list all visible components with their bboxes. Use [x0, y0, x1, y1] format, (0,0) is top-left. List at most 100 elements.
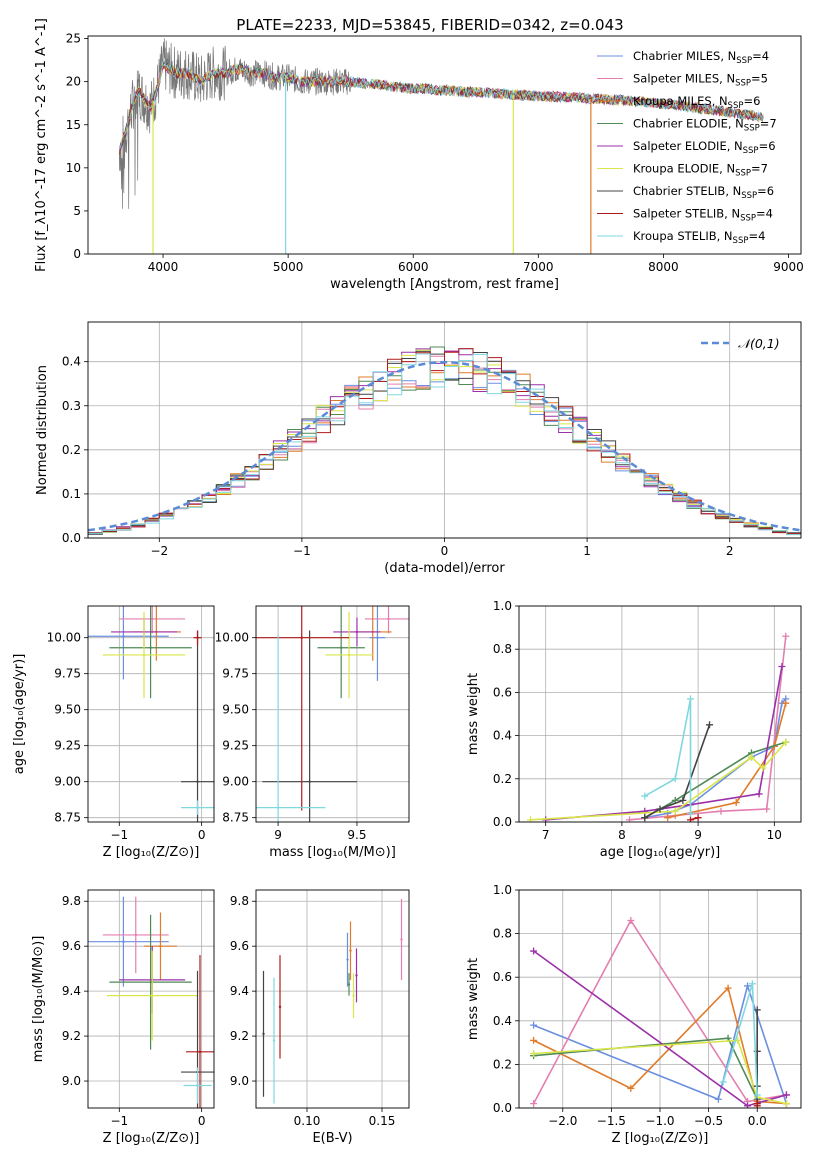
data-point-3 [339, 646, 343, 649]
x-axis-label: E(B-V) [312, 1131, 352, 1146]
x-tick-label: −0.5 [694, 1114, 723, 1128]
y-tick-label: 0.0 [62, 531, 81, 545]
legend-entry-5: Kroupa ELODIE, NSSP=7 [633, 162, 768, 179]
axes-frame [87, 35, 802, 255]
y-tick-label: 9.4 [230, 984, 249, 998]
data-point-5 [347, 653, 351, 657]
y-tick-label: 9.6 [62, 939, 81, 953]
x-tick-label: 5000 [273, 260, 304, 274]
y-tick-label: 9.75 [222, 667, 249, 681]
normal-curve [88, 360, 801, 532]
x-tick-label: −1.5 [597, 1114, 626, 1128]
series-line-4 [545, 666, 783, 821]
legend-val: =4 [748, 229, 765, 243]
legend-entry-8: Kroupa STELIB, NSSP=4 [633, 229, 765, 246]
data-point-marker [671, 775, 679, 783]
y-tick-label: 25 [66, 32, 81, 46]
x-tick-label: 9000 [773, 260, 804, 274]
series-line-1 [532, 918, 787, 1104]
x-tick-label: 0.0 [748, 1114, 767, 1128]
y-tick-label: 0.8 [493, 642, 512, 656]
y-tick-label: 8.75 [222, 811, 249, 825]
legend-val: =4 [756, 207, 773, 221]
y-tick-label: 9.25 [54, 739, 81, 753]
data-point-7 [300, 636, 303, 639]
y-tick-label: 5 [73, 204, 81, 218]
data-point-marker [753, 1091, 761, 1099]
x-tick-label: −2 [150, 544, 168, 558]
series-line-2 [667, 702, 787, 819]
y-tick-label: 9.00 [222, 775, 249, 789]
y-tick-label: 9.25 [222, 739, 249, 753]
data-point-marker [530, 1021, 538, 1029]
data-point-2 [349, 949, 352, 952]
x-tick-label: 9 [274, 828, 282, 842]
plot-area [88, 896, 214, 1108]
legend-val: =6 [743, 94, 760, 108]
y-axis-label: Flux [f_λ10^-17 erg cm^-2 s^-1 A^-1] [34, 18, 49, 272]
y-tick-label: 15 [66, 118, 81, 132]
plot-area [526, 632, 790, 822]
x-tick-label: 8000 [648, 260, 679, 274]
y-tick-label: 1.0 [493, 883, 512, 897]
y-tick-label: 0.4 [493, 729, 512, 743]
data-point-1 [151, 617, 154, 621]
y-tick-label: 1.0 [493, 599, 512, 613]
x-tick-label: −1 [293, 544, 311, 558]
histogram-step-8 [88, 353, 801, 536]
legend-entry-3: Chabrier ELODIE, NSSP=7 [633, 117, 777, 134]
x-tick-label: 10 [767, 828, 782, 842]
data-point-5 [142, 653, 146, 657]
y-axis-label: Normed distribution [35, 365, 50, 495]
y-tick-label: 9.75 [54, 667, 81, 681]
series-line-model-8 [118, 59, 764, 150]
axes-frame [255, 889, 410, 1109]
y-tick-label: 9.50 [54, 703, 81, 717]
data-point-marker [627, 917, 635, 925]
data-point-marker [542, 816, 550, 822]
data-point-6 [308, 780, 311, 783]
x-tick-label: 9.5 [347, 828, 366, 842]
y-axis-label: mass weight [466, 958, 481, 1040]
x-tick-label: 7 [542, 828, 550, 842]
data-point-3 [149, 646, 152, 649]
data-point-1 [134, 933, 137, 937]
legend-val: =6 [759, 139, 776, 153]
y-tick-label: 10.00 [215, 631, 249, 645]
y-axis-label: age [log₁₀(age/yr)] [12, 654, 27, 775]
data-point-0 [376, 636, 379, 639]
y-tick-label: 0.8 [493, 927, 512, 941]
data-point-6 [262, 1032, 265, 1036]
y-tick-label: 0 [73, 247, 81, 261]
data-point-2 [159, 944, 162, 948]
data-point-6 [196, 780, 199, 783]
data-point-marker [694, 814, 702, 822]
x-axis-label: Z [log₁₀(Z/Z⊙)] [612, 1131, 709, 1146]
data-point-marker [706, 721, 714, 729]
legend-entry-4: Salpeter ELODIE, NSSP=6 [633, 139, 776, 156]
data-point-marker [656, 805, 664, 813]
series-line-0 [644, 698, 787, 819]
legend-sub: SSP [735, 169, 751, 179]
y-tick-label: 0.6 [493, 970, 512, 984]
panel-age-vs-Z: −1 0 8.75 9.00 9.25 9.50 9.75 10.00 Z [log₁₀(Z/Z… [12, 605, 215, 860]
axes-frame [87, 321, 802, 539]
y-tick-label: 9.0 [62, 1074, 81, 1088]
data-point-marker [714, 1095, 722, 1103]
data-point-marker [717, 807, 725, 815]
data-point-7 [196, 636, 199, 639]
y-tick-label: 0.6 [493, 685, 512, 699]
data-point-marker [782, 738, 790, 746]
data-point-8 [272, 1039, 276, 1042]
plot-area [262, 898, 403, 1104]
x-axis-label: age [log₁₀(age/yr)] [600, 845, 721, 860]
y-axis-label: mass weight [466, 673, 481, 755]
data-point-marker [641, 792, 649, 800]
y-tick-label: 9.6 [230, 939, 249, 953]
data-point-0 [122, 635, 125, 638]
data-point-marker [759, 764, 767, 772]
plot-area [88, 346, 801, 536]
data-point-marker [530, 1100, 538, 1108]
data-point-marker [664, 814, 672, 822]
data-point-marker [782, 1091, 790, 1099]
